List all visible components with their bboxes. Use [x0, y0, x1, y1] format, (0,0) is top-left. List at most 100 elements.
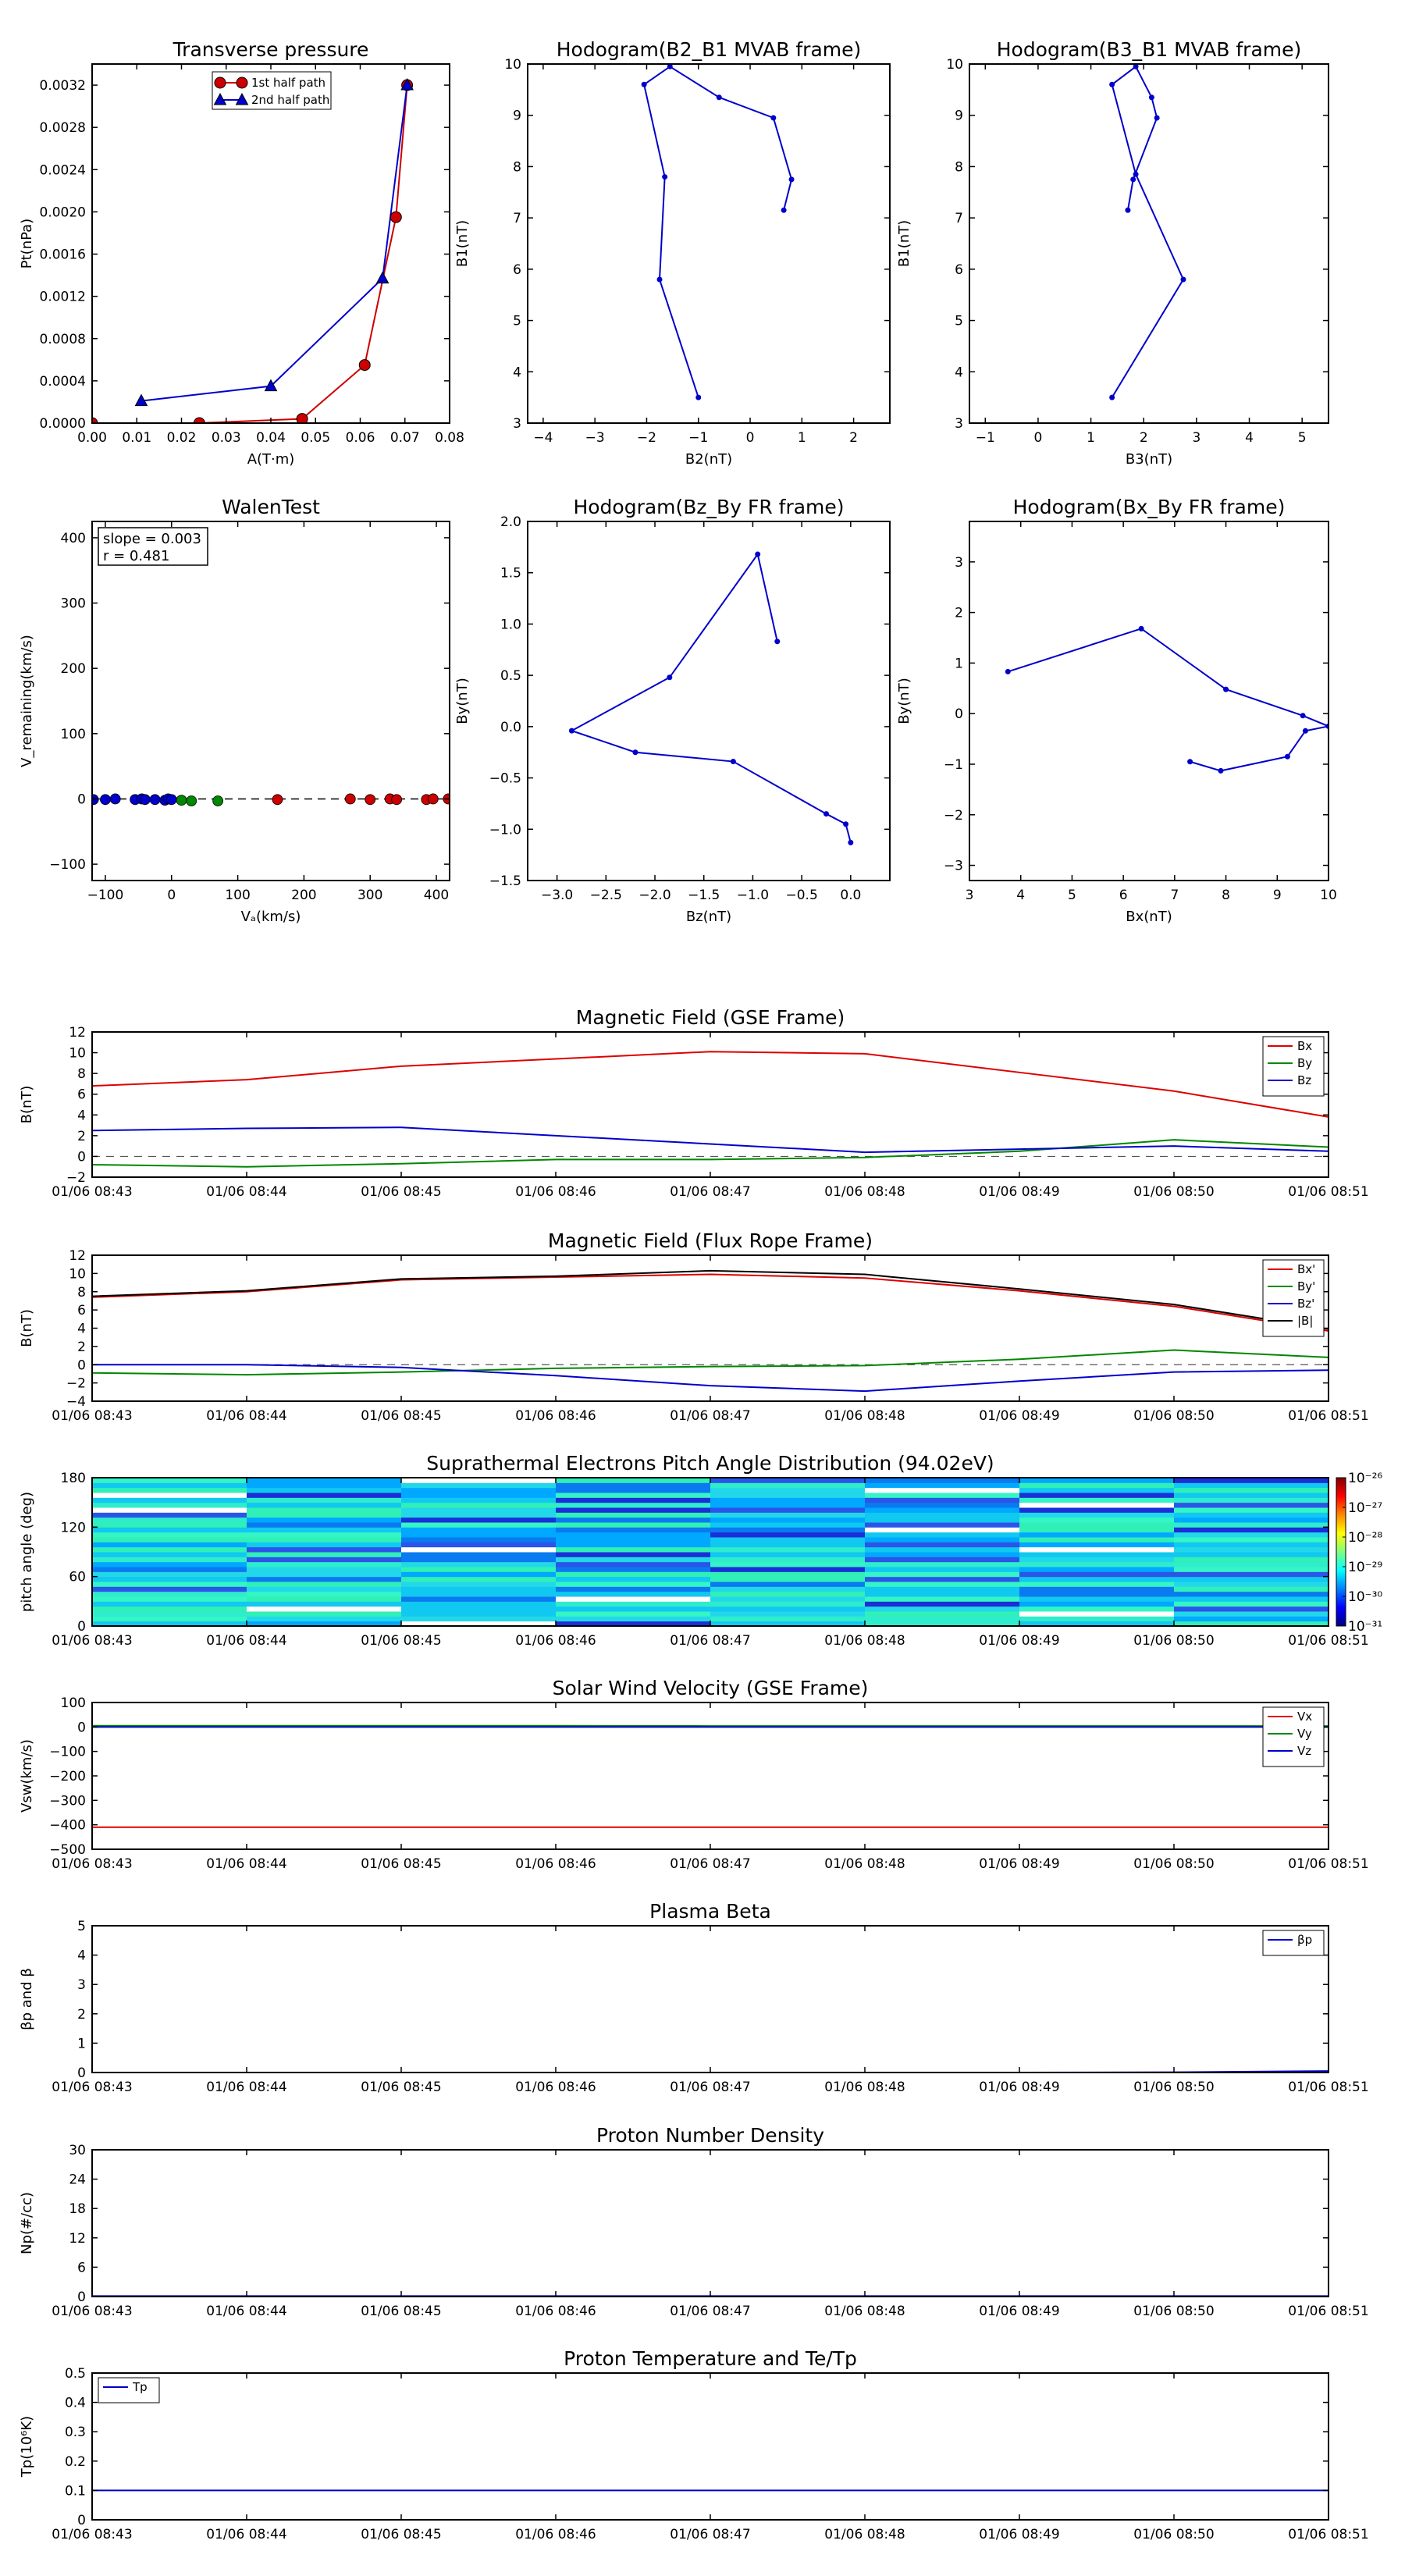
heatmap-cell	[92, 1567, 247, 1572]
heatmap-cell	[1174, 1493, 1329, 1498]
chart-title: Solar Wind Velocity (GSE Frame)	[553, 1677, 869, 1699]
x-tick-label: 01/06 08:43	[52, 1408, 132, 1424]
data-point	[667, 674, 673, 681]
colorbar-label: 10⁻²⁹	[1348, 1560, 1382, 1575]
y-tick-label: 12	[69, 1025, 86, 1041]
heatmap-cell	[247, 1586, 402, 1592]
heatmap-cell	[401, 1517, 557, 1523]
x-tick-label: −2.5	[590, 888, 622, 903]
x-tick-label: 01/06 08:49	[979, 2304, 1059, 2319]
x-tick-label: 01/06 08:48	[824, 1408, 905, 1424]
y-tick-label: 4	[77, 1322, 86, 1337]
heatmap-cell	[865, 1606, 1020, 1612]
heatmap-cell	[247, 1512, 402, 1518]
heatmap-cell	[247, 1478, 402, 1483]
heatmap-cell	[247, 1582, 402, 1587]
chart-title: Magnetic Field (GSE Frame)	[576, 1006, 845, 1029]
y-tick-label: 4	[955, 365, 963, 380]
y-tick-label: 300	[61, 596, 86, 612]
x-tick-label: 01/06 08:47	[670, 1856, 750, 1872]
annotation-r: r = 0.481	[103, 548, 169, 564]
plot-area	[92, 1269, 1329, 1393]
heatmap-cell	[1174, 1502, 1329, 1508]
data-point	[568, 728, 574, 734]
data-point	[149, 794, 161, 806]
heatmap-cell	[865, 1512, 1020, 1518]
heatmap-cell	[92, 1507, 247, 1513]
x-tick-label: 0.01	[122, 430, 151, 446]
y-tick-label: 10	[69, 1046, 86, 1062]
series-line	[140, 84, 408, 402]
plot-area	[641, 64, 795, 400]
data-point	[139, 794, 151, 806]
heatmap-cell	[1174, 1606, 1329, 1612]
y-tick-label: 1	[77, 2036, 86, 2051]
heatmap-cell	[710, 1601, 866, 1607]
heatmap-cell	[247, 1507, 402, 1513]
y-tick-label: −100	[49, 857, 86, 873]
heatmap-cell	[1174, 1567, 1329, 1572]
y-tick-label: 6	[77, 2260, 86, 2275]
heatmap-cell	[401, 1487, 557, 1493]
data-point	[1218, 767, 1224, 774]
heatmap-cell	[710, 1507, 866, 1513]
heatmap-cell	[401, 1611, 557, 1617]
y-tick-label: 0	[77, 792, 86, 807]
heatmap-cell	[556, 1611, 711, 1617]
x-tick-label: 0.07	[390, 430, 420, 446]
y-tick-label: 0.2	[65, 2454, 86, 2470]
x-tick-label: 01/06 08:46	[515, 2304, 596, 2319]
heatmap-cell	[1019, 1596, 1175, 1602]
chart-title: Proton Number Density	[596, 2124, 824, 2147]
heatmap-cell	[1174, 1611, 1329, 1617]
y-tick-label: 6	[77, 1303, 86, 1318]
heatmap-cell	[556, 1542, 711, 1548]
plot-frame	[527, 521, 891, 881]
heatmap-cell	[865, 1502, 1020, 1508]
heatmap-cell	[556, 1571, 711, 1578]
heatmap-cell	[1174, 1522, 1329, 1528]
heatmap-cell	[865, 1586, 1020, 1592]
heatmap-cell	[556, 1557, 711, 1563]
y-axis-label: By(nT)	[896, 678, 912, 724]
data-point	[1302, 728, 1308, 734]
y-axis-label: βp and β	[19, 1968, 35, 2030]
heatmap-cell	[865, 1611, 1020, 1617]
data-point	[92, 417, 98, 423]
heatmap-cell	[247, 1596, 402, 1602]
heatmap-cell	[556, 1616, 711, 1622]
heatmap-cell	[92, 1616, 247, 1622]
heatmap-cell	[401, 1542, 557, 1548]
heatmap-cell	[247, 1601, 402, 1607]
y-tick-label: 5	[513, 314, 521, 329]
x-axis-label: B2(nT)	[685, 451, 732, 468]
heatmap-cell	[1174, 1512, 1329, 1518]
heatmap-cell	[1019, 1532, 1175, 1538]
heatmap-cell	[556, 1493, 711, 1498]
heatmap-cell	[1174, 1576, 1329, 1582]
legend-label: |B|	[1297, 1314, 1313, 1328]
heatmap-cell	[1174, 1532, 1329, 1538]
x-tick-label: 01/06 08:50	[1133, 1633, 1214, 1649]
heatmap-cell	[92, 1532, 247, 1538]
y-tick-label: 7	[513, 211, 521, 226]
legend-box	[1262, 1259, 1325, 1337]
heatmap-cell	[1174, 1546, 1329, 1553]
x-tick-label: 0.08	[435, 430, 464, 446]
heatmap-cell	[92, 1591, 247, 1597]
x-tick-label: −2.0	[638, 888, 670, 903]
data-point	[134, 393, 148, 407]
data-point	[272, 794, 283, 806]
heatmap-cell	[1019, 1552, 1175, 1557]
y-axis-label: Pt(nPa)	[19, 219, 35, 269]
y-tick-label: 1.5	[500, 566, 521, 582]
data-point	[662, 174, 668, 180]
heatmap-cell	[710, 1571, 866, 1578]
heatmap-cell	[247, 1527, 402, 1533]
heatmap-cell	[556, 1606, 711, 1612]
y-tick-label: 0.5	[65, 2366, 86, 2382]
heatmap-cell	[92, 1557, 247, 1563]
heatmap-cell	[556, 1601, 711, 1607]
y-tick-label: −3	[944, 859, 963, 874]
x-tick-label: 01/06 08:48	[824, 1184, 905, 1200]
